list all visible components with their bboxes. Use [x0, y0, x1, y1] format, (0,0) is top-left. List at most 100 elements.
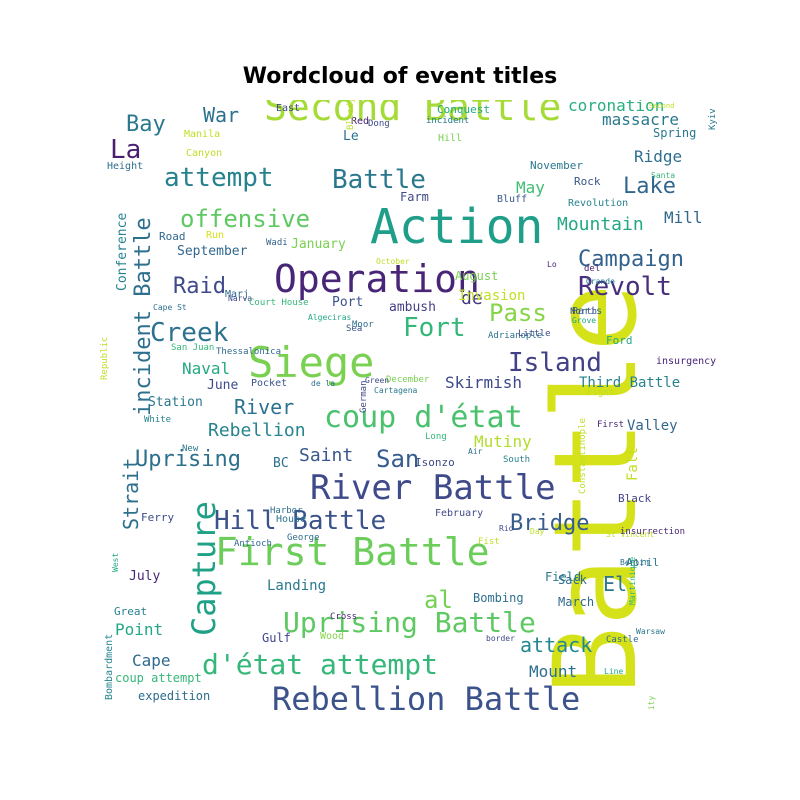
word-farm: Farm [400, 190, 429, 204]
word-march: March [558, 595, 594, 609]
word-battle: Battle [332, 165, 426, 195]
wordcloud-area: Battle Action Second Battle Operation Siege F… [100, 100, 720, 710]
word-cape: Cape [132, 651, 171, 670]
word-revolution: Revolution [568, 198, 628, 209]
word-german: German [359, 380, 369, 413]
word-hill-battle: Hill Battle [214, 506, 386, 536]
word-rebellion: Rebellion [208, 420, 306, 441]
word-little: Little [518, 329, 551, 339]
word-de-la: de la [311, 379, 335, 388]
word-lo: Lo [547, 260, 557, 269]
word-bay: Bay [126, 112, 166, 137]
word-rio: Rio [499, 524, 514, 533]
word-east: East [276, 103, 300, 114]
word-long: Long [425, 432, 447, 442]
word-rock: Rock [574, 175, 601, 188]
word-fall: Fall [625, 447, 641, 481]
word-white: White [144, 415, 171, 425]
word-island: Island [508, 348, 602, 378]
word-mountain: Mountain [557, 214, 644, 235]
word-october: October [376, 257, 410, 266]
word-al: al [424, 586, 453, 614]
word-cross: Cross [330, 612, 357, 622]
word-revolt: Revolt [578, 272, 672, 302]
word-siege: Siege [248, 338, 374, 387]
word-air: Air [468, 447, 483, 456]
word-height: Height [107, 161, 143, 172]
word-bluff: Bluff [497, 194, 527, 205]
word-strait: Strait [119, 458, 143, 530]
word-road: Road [159, 230, 186, 243]
word-pass: Pass [489, 299, 547, 327]
word-dong: Dong [368, 119, 390, 129]
word-capture: Capture [185, 501, 223, 636]
word-coup-d-etat: coup d'état [324, 400, 523, 435]
word-cartagena: Cartagena [374, 386, 418, 395]
word-war: War [203, 103, 239, 127]
word-border: border [486, 634, 515, 643]
word-campaign: Campaign [578, 247, 684, 272]
word-court-house: Court House [249, 298, 309, 308]
word-bombing: Bombing [473, 591, 524, 605]
word-first: First [597, 420, 624, 430]
word-isonzo: Isonzo [415, 456, 455, 469]
word-operation: Operation [274, 257, 480, 301]
word-december: December [386, 375, 430, 385]
word-insurgency: insurgency [656, 356, 716, 367]
word-fist: Fist [478, 537, 500, 547]
word-city: City [647, 696, 656, 710]
word-mount: Mount [529, 662, 577, 681]
word-attempt: attempt [164, 163, 274, 193]
word-may: May [516, 178, 545, 197]
word-red: Red [351, 116, 369, 127]
word-pocket: Pocket [251, 378, 287, 389]
word-january: January [291, 237, 346, 252]
word-paris: Paris [572, 306, 602, 317]
word-wood: Wood [320, 631, 344, 642]
word-september: September [177, 244, 248, 259]
word-rebellion-battle: Rebellion Battle [272, 680, 580, 710]
wordcloud-svg: Battle Action Second Battle Operation Siege F… [100, 100, 718, 710]
word-south: South [503, 455, 530, 465]
word-west: West [111, 553, 120, 572]
word-algeciras: Algeciras [308, 313, 352, 322]
word-constantinople: Constantinople [578, 418, 588, 494]
word-bc: BC [273, 456, 289, 471]
word-san: San [376, 445, 419, 473]
word-george: George [287, 533, 320, 543]
word-martinique: Martinique [628, 557, 637, 605]
word-mill: Mill [664, 208, 703, 227]
word-cape-st: Cape St [153, 303, 187, 312]
word-mutiny: Mutiny [474, 432, 532, 451]
word-naval: Naval [182, 359, 230, 378]
word-point: Point [115, 620, 163, 639]
word-incident: incident [426, 116, 469, 126]
word-grande: Grande [586, 277, 615, 286]
word-moor: Moor [352, 320, 374, 330]
word-uprising: Uprising [135, 447, 241, 472]
word-great: Great [114, 605, 147, 618]
word-el: El [603, 572, 627, 596]
word-run: Run [206, 230, 224, 241]
word-green: Green [365, 376, 389, 385]
word-fight: Fight [587, 388, 614, 398]
word-skirmish: Skirmish [445, 373, 522, 392]
word-coup-attempt: coup attempt [115, 671, 202, 685]
word-creek: Creek [150, 318, 229, 348]
word-november: November [530, 159, 583, 172]
word-hill: Hill [438, 133, 462, 144]
word-republic: Republic [100, 337, 110, 380]
word-river: River [234, 395, 294, 419]
word-invasion: Invasion [458, 288, 525, 304]
word-bridge: Bridge [510, 511, 589, 536]
word-coronation: coronation [568, 100, 664, 115]
word-san-juan: San Juan [171, 343, 214, 353]
word-saint: Saint [299, 445, 353, 466]
word-conference: Conference [115, 213, 130, 291]
word-house: House [276, 514, 306, 525]
word-narva: Narva [228, 294, 252, 303]
word-second-battle: Second Battle [264, 100, 561, 129]
word-august: August [455, 269, 498, 283]
word-day: Day [530, 527, 545, 536]
word-castle: Castle [606, 635, 639, 645]
